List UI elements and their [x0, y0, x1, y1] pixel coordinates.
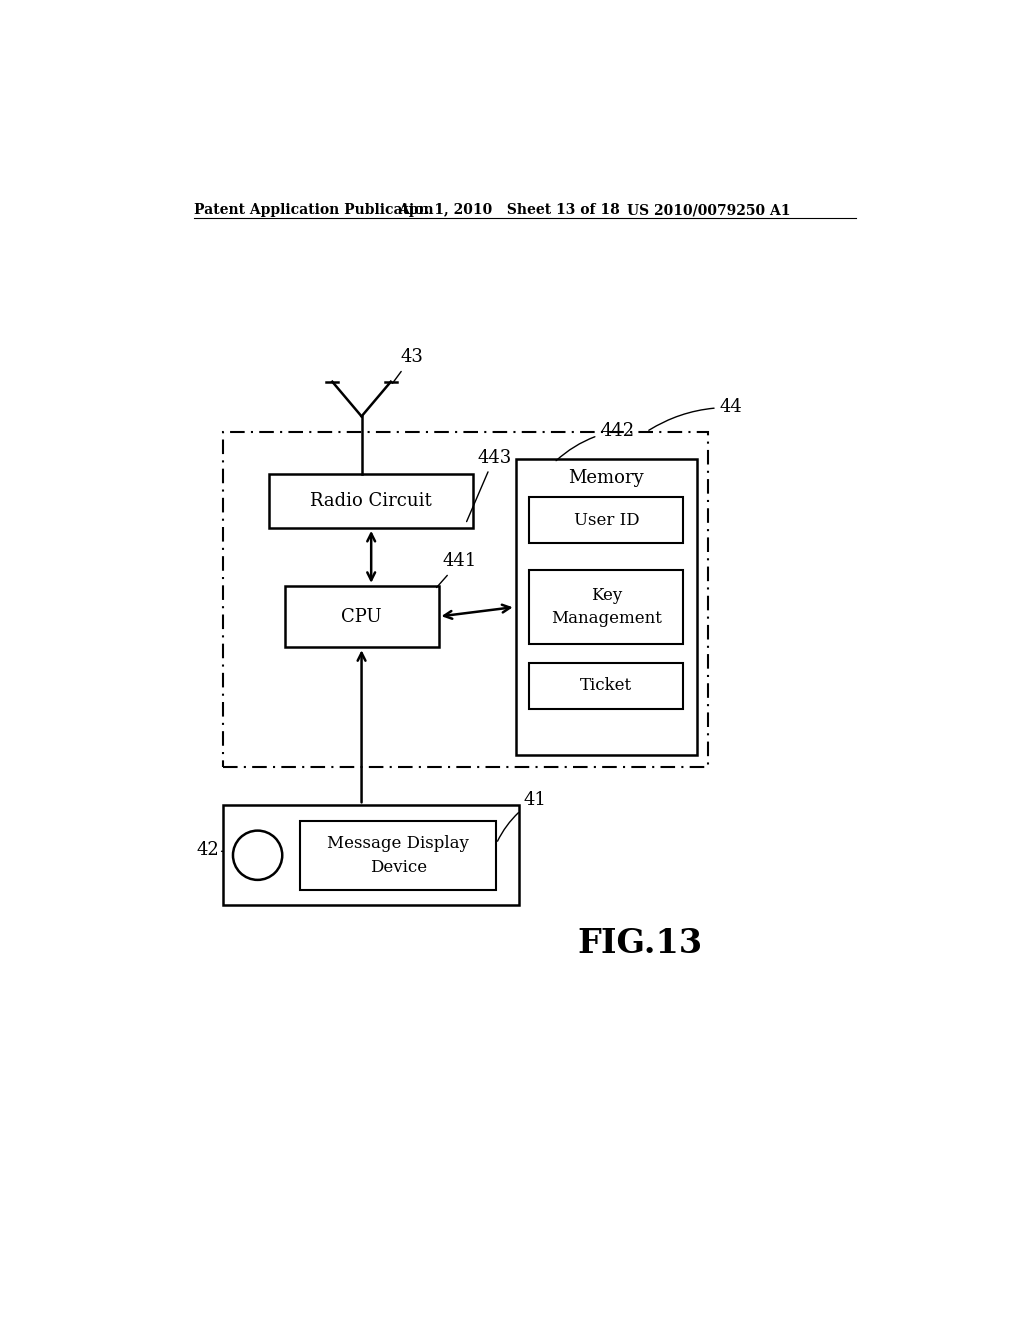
Text: 44: 44: [649, 399, 742, 430]
Text: Apr. 1, 2010   Sheet 13 of 18: Apr. 1, 2010 Sheet 13 of 18: [398, 203, 621, 216]
Text: 43: 43: [392, 348, 423, 383]
Text: Patent Application Publication: Patent Application Publication: [194, 203, 433, 216]
Bar: [515, 459, 696, 755]
Bar: [529, 663, 683, 709]
Bar: [269, 474, 473, 528]
Text: 42: 42: [196, 841, 223, 859]
Text: Radio Circuit: Radio Circuit: [310, 492, 432, 510]
Circle shape: [233, 830, 283, 880]
Text: 442: 442: [556, 421, 635, 461]
Text: Ticket: Ticket: [581, 677, 633, 694]
Bar: [223, 432, 708, 767]
Bar: [223, 805, 519, 906]
Text: CPU: CPU: [341, 607, 382, 626]
Text: Memory: Memory: [568, 469, 644, 487]
Text: Message Display
Device: Message Display Device: [328, 836, 469, 875]
Text: User ID: User ID: [573, 512, 639, 529]
Bar: [529, 498, 683, 544]
Text: 41: 41: [498, 791, 546, 841]
Text: FIG.13: FIG.13: [578, 928, 702, 961]
Text: 443: 443: [467, 449, 511, 521]
Text: US 2010/0079250 A1: US 2010/0079250 A1: [628, 203, 791, 216]
Bar: [529, 570, 683, 644]
Text: 441: 441: [436, 553, 476, 587]
Bar: [300, 821, 497, 890]
Bar: [285, 586, 438, 647]
Text: Key
Management: Key Management: [551, 586, 662, 627]
